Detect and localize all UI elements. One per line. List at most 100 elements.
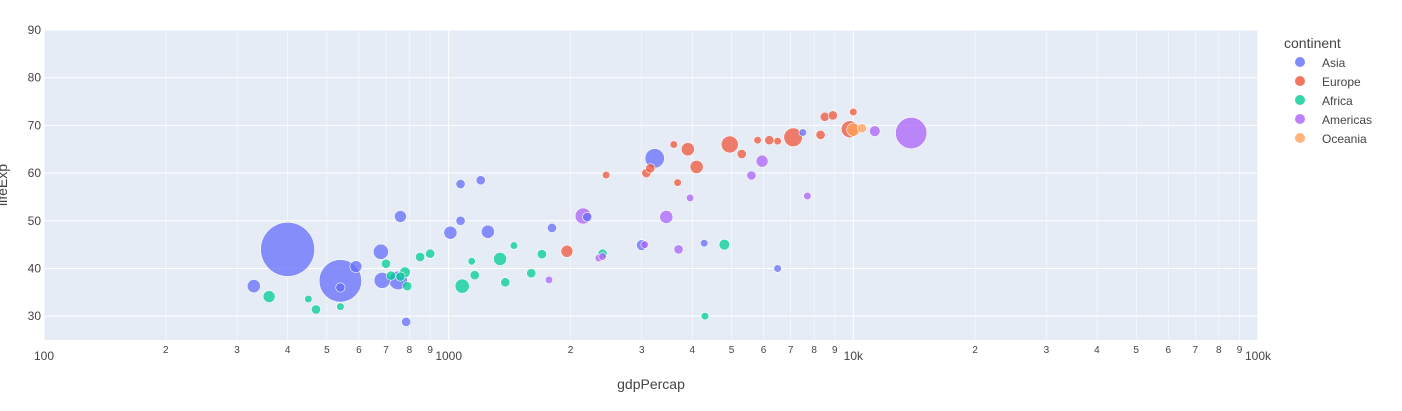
- x-minor-tick-label: 3: [234, 345, 240, 356]
- data-point-africa: [336, 302, 345, 311]
- legend-marker-asia[interactable]: [1295, 57, 1305, 67]
- plot-background: [44, 30, 1258, 340]
- data-point-europe: [819, 111, 830, 122]
- data-point-americas: [895, 116, 928, 150]
- data-point-africa: [381, 258, 391, 269]
- x-minor-tick-label: 9: [1237, 345, 1243, 356]
- y-tick-label: 60: [28, 166, 42, 180]
- data-point-europe: [773, 137, 782, 146]
- x-minor-tick-label: 7: [383, 345, 389, 356]
- data-point-africa: [402, 281, 413, 292]
- x-minor-tick-label: 2: [568, 345, 574, 356]
- data-point-africa: [385, 270, 396, 281]
- data-point-asia: [480, 224, 495, 239]
- data-point-americas: [598, 252, 607, 261]
- data-point-americas: [803, 191, 812, 201]
- data-point-asia: [546, 222, 557, 233]
- data-point-africa: [718, 238, 731, 251]
- data-point-africa: [700, 312, 710, 321]
- data-point-asia: [475, 175, 486, 186]
- data-points: [246, 107, 928, 327]
- data-point-europe: [680, 142, 695, 157]
- data-point-africa: [500, 277, 511, 288]
- grid-lines: [43, 29, 1259, 340]
- data-point-americas: [755, 154, 769, 168]
- legend-marker-oceania[interactable]: [1295, 133, 1305, 143]
- data-point-europe: [720, 135, 739, 154]
- data-point-europe: [673, 178, 682, 187]
- legend-marker-europe[interactable]: [1295, 76, 1305, 86]
- data-point-asia: [394, 210, 407, 223]
- y-tick-labels: 30 40 50 60 70 80 90: [28, 23, 42, 323]
- x-minor-tick-label: 8: [1216, 345, 1222, 356]
- y-tick-label: 80: [28, 71, 42, 85]
- data-point-europe: [827, 110, 838, 121]
- data-point-asia: [349, 260, 363, 273]
- data-point-africa: [526, 268, 537, 279]
- x-major-tick-label: 10k: [844, 349, 864, 363]
- data-point-europe: [764, 135, 775, 146]
- data-point-americas: [640, 240, 649, 249]
- data-point-africa: [509, 241, 519, 250]
- data-point-asia: [700, 239, 709, 248]
- data-point-americas: [544, 275, 554, 285]
- data-point-europe: [669, 140, 678, 149]
- legend: continent Asia Europe Africa Americas Oceani…: [1284, 35, 1372, 146]
- data-point-africa: [454, 278, 470, 294]
- data-point-asia: [582, 211, 593, 222]
- y-axis-title: lifeExp: [0, 164, 10, 206]
- x-tick-labels: 2 3 4 5 6 7 8 9 2 3 4 5 6 7 8 9 2 3 4 5 6 7 8 9 100 1000 10k 100k: [34, 345, 1272, 363]
- data-point-asia: [372, 243, 389, 260]
- data-point-europe: [849, 107, 858, 117]
- x-minor-tick-label: 3: [1044, 345, 1050, 356]
- data-point-africa: [425, 248, 436, 259]
- x-minor-tick-label: 2: [972, 345, 978, 356]
- data-point-africa: [262, 290, 276, 303]
- data-point-africa: [536, 249, 547, 260]
- y-tick-label: 40: [28, 261, 42, 275]
- x-minor-tick-label: 7: [788, 345, 794, 356]
- x-minor-tick-label: 9: [427, 345, 433, 356]
- x-minor-tick-label: 8: [407, 345, 413, 356]
- data-point-africa: [310, 304, 321, 315]
- data-point-europe: [736, 149, 747, 159]
- legend-title: continent: [1284, 35, 1341, 51]
- x-minor-tick-label: 5: [1133, 345, 1139, 356]
- data-point-oceania: [856, 123, 867, 134]
- legend-label-europe[interactable]: Europe: [1322, 75, 1361, 89]
- x-minor-tick-label: 2: [163, 345, 169, 356]
- x-minor-tick-label: 6: [761, 345, 767, 356]
- data-point-asia: [455, 215, 466, 226]
- legend-label-asia[interactable]: Asia: [1322, 56, 1346, 70]
- x-minor-tick-label: 6: [1165, 345, 1171, 356]
- y-tick-label: 30: [28, 309, 42, 323]
- legend-marker-americas[interactable]: [1295, 114, 1305, 124]
- legend-label-americas[interactable]: Americas: [1322, 113, 1372, 127]
- data-point-europe: [560, 244, 574, 258]
- x-minor-tick-label: 8: [811, 345, 817, 356]
- data-point-europe: [815, 129, 826, 140]
- x-major-tick-label: 100k: [1245, 349, 1272, 363]
- legend-label-africa[interactable]: Africa: [1322, 94, 1353, 108]
- y-tick-label: 70: [28, 118, 42, 132]
- data-point-africa: [304, 294, 313, 304]
- x-axis-title: gdpPercap: [617, 376, 685, 392]
- data-point-asia: [443, 225, 458, 240]
- x-minor-tick-label: 4: [285, 345, 291, 356]
- data-point-asia: [798, 128, 807, 137]
- x-minor-tick-label: 7: [1193, 345, 1199, 356]
- data-point-europe: [783, 127, 803, 147]
- data-point-asia: [455, 179, 466, 190]
- data-point-asia: [335, 282, 346, 293]
- legend-marker-africa[interactable]: [1295, 95, 1305, 105]
- x-minor-tick-label: 4: [690, 345, 696, 356]
- data-point-europe: [645, 163, 656, 174]
- legend-label-oceania[interactable]: Oceania: [1322, 132, 1367, 146]
- x-minor-tick-label: 5: [729, 345, 735, 356]
- data-point-asia: [401, 316, 412, 327]
- data-point-asia: [773, 264, 782, 273]
- data-point-americas: [869, 125, 881, 137]
- data-point-europe: [602, 170, 611, 180]
- data-point-africa: [415, 252, 426, 262]
